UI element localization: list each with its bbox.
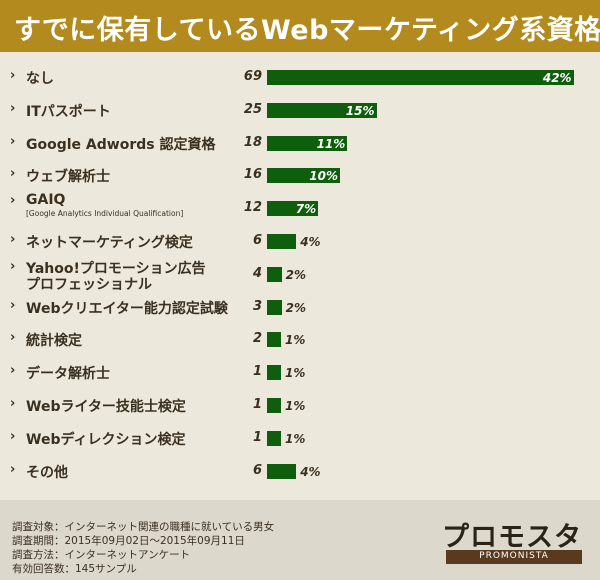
percent-label: 4% bbox=[300, 464, 321, 479]
data-bar bbox=[267, 430, 281, 446]
count-label: 2 bbox=[252, 331, 262, 347]
bar-chart: › なし 69 42% › ITパスポート 25 15% › Google Adwords 認定資… bbox=[0, 52, 600, 500]
percent-label: 10% bbox=[309, 169, 338, 184]
count-label: 12 bbox=[243, 200, 262, 216]
category-sublabel: [Google Analytics Individual Qualificati… bbox=[26, 209, 184, 219]
percent-label: 4% bbox=[300, 235, 321, 249]
category-label: ウェブ解析士 bbox=[26, 169, 110, 186]
survey-footer: 調査対象：インターネット関連の職種に就いている男女 調査期間：2015年09月0… bbox=[0, 500, 600, 580]
data-bar bbox=[267, 332, 281, 348]
data-bar bbox=[267, 201, 319, 217]
percent-label: 2% bbox=[285, 300, 306, 315]
count-label: 16 bbox=[243, 167, 262, 183]
data-bar bbox=[267, 266, 282, 282]
data-bar bbox=[267, 102, 377, 118]
promonista-logo: プロモスタ bbox=[442, 522, 582, 553]
percent-label: 42% bbox=[542, 71, 572, 85]
count-label: 3 bbox=[252, 298, 262, 314]
category-label: なし bbox=[26, 71, 54, 87]
chevron-right-icon: › bbox=[10, 428, 16, 444]
data-bar bbox=[267, 365, 281, 381]
category-label: Google Adwords 認定資格 bbox=[26, 136, 216, 153]
chevron-right-icon: › bbox=[10, 68, 16, 83]
survey-note: 有効回答数：145サンプル bbox=[12, 563, 137, 575]
category-label: プロフェッショナル bbox=[26, 276, 152, 293]
chevron-right-icon: › bbox=[10, 461, 16, 477]
count-label: 4 bbox=[252, 265, 262, 281]
survey-note: 調査期間：2015年09月02日〜2015年09月11日 bbox=[12, 535, 245, 547]
count-label: 69 bbox=[243, 69, 262, 84]
category-label: データ解析士 bbox=[26, 366, 110, 383]
data-bar bbox=[267, 168, 340, 184]
logo-subtitle: PROMONISTA bbox=[479, 551, 549, 561]
count-label: 1 bbox=[252, 364, 262, 380]
chevron-right-icon: › bbox=[10, 396, 16, 411]
chart-title: すでに保有しているWebマーケティング系資格 bbox=[14, 15, 600, 46]
category-label: Webライター技能士検定 bbox=[26, 399, 186, 415]
chevron-right-icon: › bbox=[10, 232, 16, 247]
data-bar bbox=[267, 299, 282, 315]
percent-label: 11% bbox=[316, 136, 346, 151]
category-label: Webクリエイター能力認定試験 bbox=[26, 300, 228, 317]
logo-band bbox=[446, 550, 582, 564]
chevron-right-icon: › bbox=[10, 297, 16, 313]
percent-label: 2% bbox=[285, 267, 306, 282]
data-bar bbox=[267, 70, 574, 85]
survey-note: 調査方法：インターネットアンケート bbox=[12, 549, 191, 561]
chevron-right-icon: › bbox=[10, 193, 16, 209]
count-label: 1 bbox=[252, 429, 262, 445]
chevron-right-icon: › bbox=[10, 258, 16, 274]
percent-label: 7% bbox=[295, 202, 317, 217]
percent-label: 1% bbox=[285, 399, 306, 413]
header-band: すでに保有しているWebマーケティング系資格 bbox=[0, 0, 600, 52]
percent-label: 1% bbox=[285, 431, 306, 446]
count-label: 25 bbox=[243, 101, 262, 117]
percent-label: 1% bbox=[285, 366, 306, 381]
chevron-right-icon: › bbox=[10, 330, 16, 346]
count-label: 6 bbox=[252, 462, 262, 478]
category-label: GAIQ bbox=[26, 192, 66, 209]
category-label: その他 bbox=[26, 464, 68, 481]
count-label: 6 bbox=[252, 233, 262, 248]
data-bar bbox=[267, 234, 297, 249]
data-bar bbox=[267, 398, 281, 413]
category-label: 統計検定 bbox=[26, 333, 82, 350]
count-label: 1 bbox=[252, 397, 262, 412]
chevron-right-icon: › bbox=[10, 166, 16, 182]
count-label: 18 bbox=[243, 134, 262, 150]
chevron-right-icon: › bbox=[10, 133, 16, 149]
percent-label: 15% bbox=[345, 103, 375, 118]
data-bar bbox=[267, 135, 348, 151]
data-bar bbox=[267, 463, 297, 479]
percent-label: 1% bbox=[285, 333, 306, 348]
category-label: Webディレクション検定 bbox=[26, 431, 186, 448]
category-label: ITパスポート bbox=[26, 103, 111, 120]
category-label: Yahoo!プロモーション広告 bbox=[26, 260, 206, 277]
survey-note: 調査対象：インターネット関連の職種に就いている男女 bbox=[12, 521, 275, 533]
chevron-right-icon: › bbox=[10, 100, 16, 116]
category-label: ネットマーケティング検定 bbox=[26, 235, 193, 251]
chevron-right-icon: › bbox=[10, 363, 16, 379]
